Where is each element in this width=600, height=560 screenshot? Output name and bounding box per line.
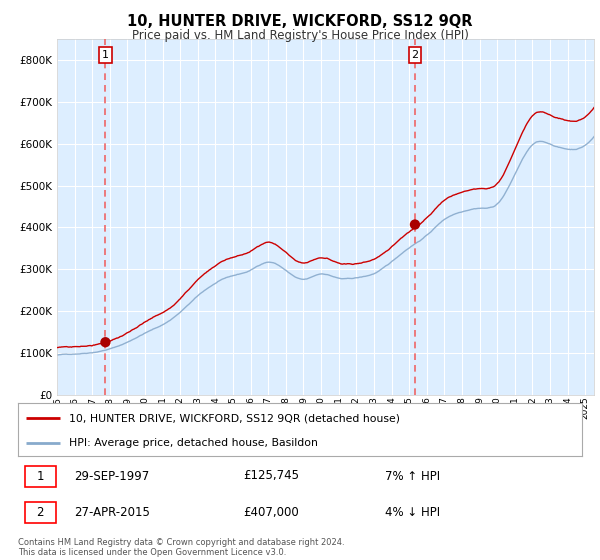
Point: [410, 220, 420, 229]
Text: Price paid vs. HM Land Registry's House Price Index (HPI): Price paid vs. HM Land Registry's House …: [131, 29, 469, 42]
Text: £125,745: £125,745: [244, 469, 299, 483]
Text: 10, HUNTER DRIVE, WICKFORD, SS12 9QR (detached house): 10, HUNTER DRIVE, WICKFORD, SS12 9QR (de…: [69, 413, 400, 423]
Text: 4% ↓ HPI: 4% ↓ HPI: [385, 506, 440, 519]
Text: Contains HM Land Registry data © Crown copyright and database right 2024.
This d: Contains HM Land Registry data © Crown c…: [18, 538, 344, 557]
Text: 1: 1: [37, 469, 44, 483]
Point: [101, 338, 110, 347]
Text: HPI: Average price, detached house, Basildon: HPI: Average price, detached house, Basi…: [69, 438, 317, 448]
Text: 2: 2: [412, 50, 419, 60]
Text: 1: 1: [102, 50, 109, 60]
Text: 10, HUNTER DRIVE, WICKFORD, SS12 9QR: 10, HUNTER DRIVE, WICKFORD, SS12 9QR: [127, 14, 473, 29]
Text: 29-SEP-1997: 29-SEP-1997: [74, 469, 149, 483]
Text: 27-APR-2015: 27-APR-2015: [74, 506, 150, 519]
FancyBboxPatch shape: [25, 465, 56, 487]
Text: £407,000: £407,000: [244, 506, 299, 519]
Text: 2: 2: [37, 506, 44, 519]
FancyBboxPatch shape: [25, 502, 56, 523]
Text: 7% ↑ HPI: 7% ↑ HPI: [385, 469, 440, 483]
